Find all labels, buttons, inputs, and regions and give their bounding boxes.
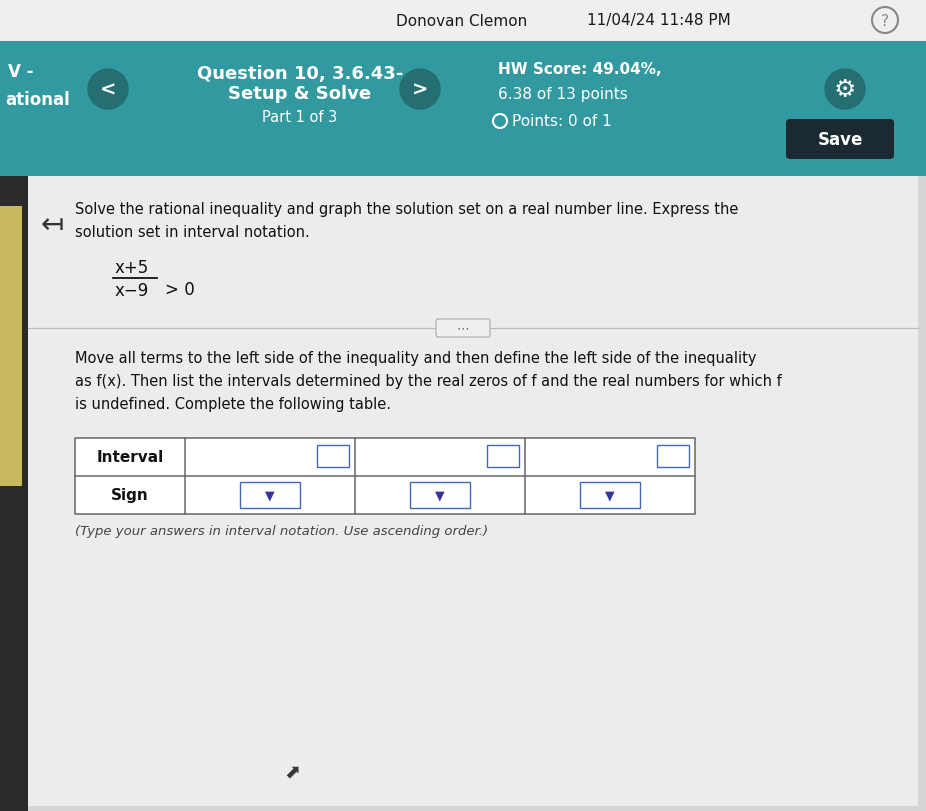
Text: > 0: > 0	[165, 281, 194, 298]
Text: Question 10, 3.6.43-: Question 10, 3.6.43-	[197, 65, 403, 83]
Text: ▼: ▼	[435, 489, 444, 502]
Text: >: >	[412, 80, 428, 100]
Text: Setup & Solve: Setup & Solve	[229, 85, 371, 103]
FancyBboxPatch shape	[580, 483, 640, 508]
Text: 11/04/24 11:48 PM: 11/04/24 11:48 PM	[587, 14, 731, 28]
Text: <: <	[100, 80, 116, 100]
Circle shape	[400, 70, 440, 109]
Text: ▼: ▼	[606, 489, 615, 502]
Text: ⚙: ⚙	[833, 78, 857, 102]
FancyBboxPatch shape	[487, 445, 519, 467]
Text: Interval: Interval	[96, 450, 164, 465]
FancyBboxPatch shape	[240, 483, 300, 508]
Text: 6.38 of 13 points: 6.38 of 13 points	[498, 87, 628, 101]
Circle shape	[88, 70, 128, 109]
Text: ▼: ▼	[265, 489, 275, 502]
Text: ational: ational	[5, 91, 69, 109]
Circle shape	[825, 70, 865, 109]
Text: Part 1 of 3: Part 1 of 3	[262, 110, 338, 126]
Text: (Type your answers in interval notation. Use ascending order.): (Type your answers in interval notation.…	[75, 525, 488, 538]
FancyBboxPatch shape	[410, 483, 470, 508]
FancyBboxPatch shape	[317, 445, 349, 467]
FancyBboxPatch shape	[0, 0, 926, 42]
FancyBboxPatch shape	[786, 120, 894, 160]
FancyBboxPatch shape	[28, 177, 918, 806]
FancyBboxPatch shape	[436, 320, 490, 337]
Text: Sign: Sign	[111, 488, 149, 503]
Text: Move all terms to the left side of the inequality and then define the left side : Move all terms to the left side of the i…	[75, 350, 782, 411]
FancyBboxPatch shape	[75, 439, 695, 514]
Text: ⋯: ⋯	[457, 322, 469, 335]
FancyBboxPatch shape	[0, 207, 22, 487]
Text: ↤: ↤	[41, 211, 64, 238]
Text: Save: Save	[818, 131, 863, 148]
Text: x+5: x+5	[115, 259, 149, 277]
FancyBboxPatch shape	[0, 177, 28, 811]
Text: HW Score: 49.04%,: HW Score: 49.04%,	[498, 62, 661, 77]
Text: x−9: x−9	[115, 281, 149, 299]
Text: Donovan Clemon: Donovan Clemon	[396, 14, 528, 28]
Text: ?: ?	[881, 14, 889, 28]
Text: V -: V -	[8, 63, 33, 81]
Text: ⬆: ⬆	[278, 762, 303, 787]
FancyBboxPatch shape	[0, 42, 926, 177]
FancyBboxPatch shape	[0, 177, 926, 811]
Text: Points: 0 of 1: Points: 0 of 1	[512, 114, 612, 129]
FancyBboxPatch shape	[657, 445, 689, 467]
Text: Solve the rational inequality and graph the solution set on a real number line. : Solve the rational inequality and graph …	[75, 202, 738, 239]
